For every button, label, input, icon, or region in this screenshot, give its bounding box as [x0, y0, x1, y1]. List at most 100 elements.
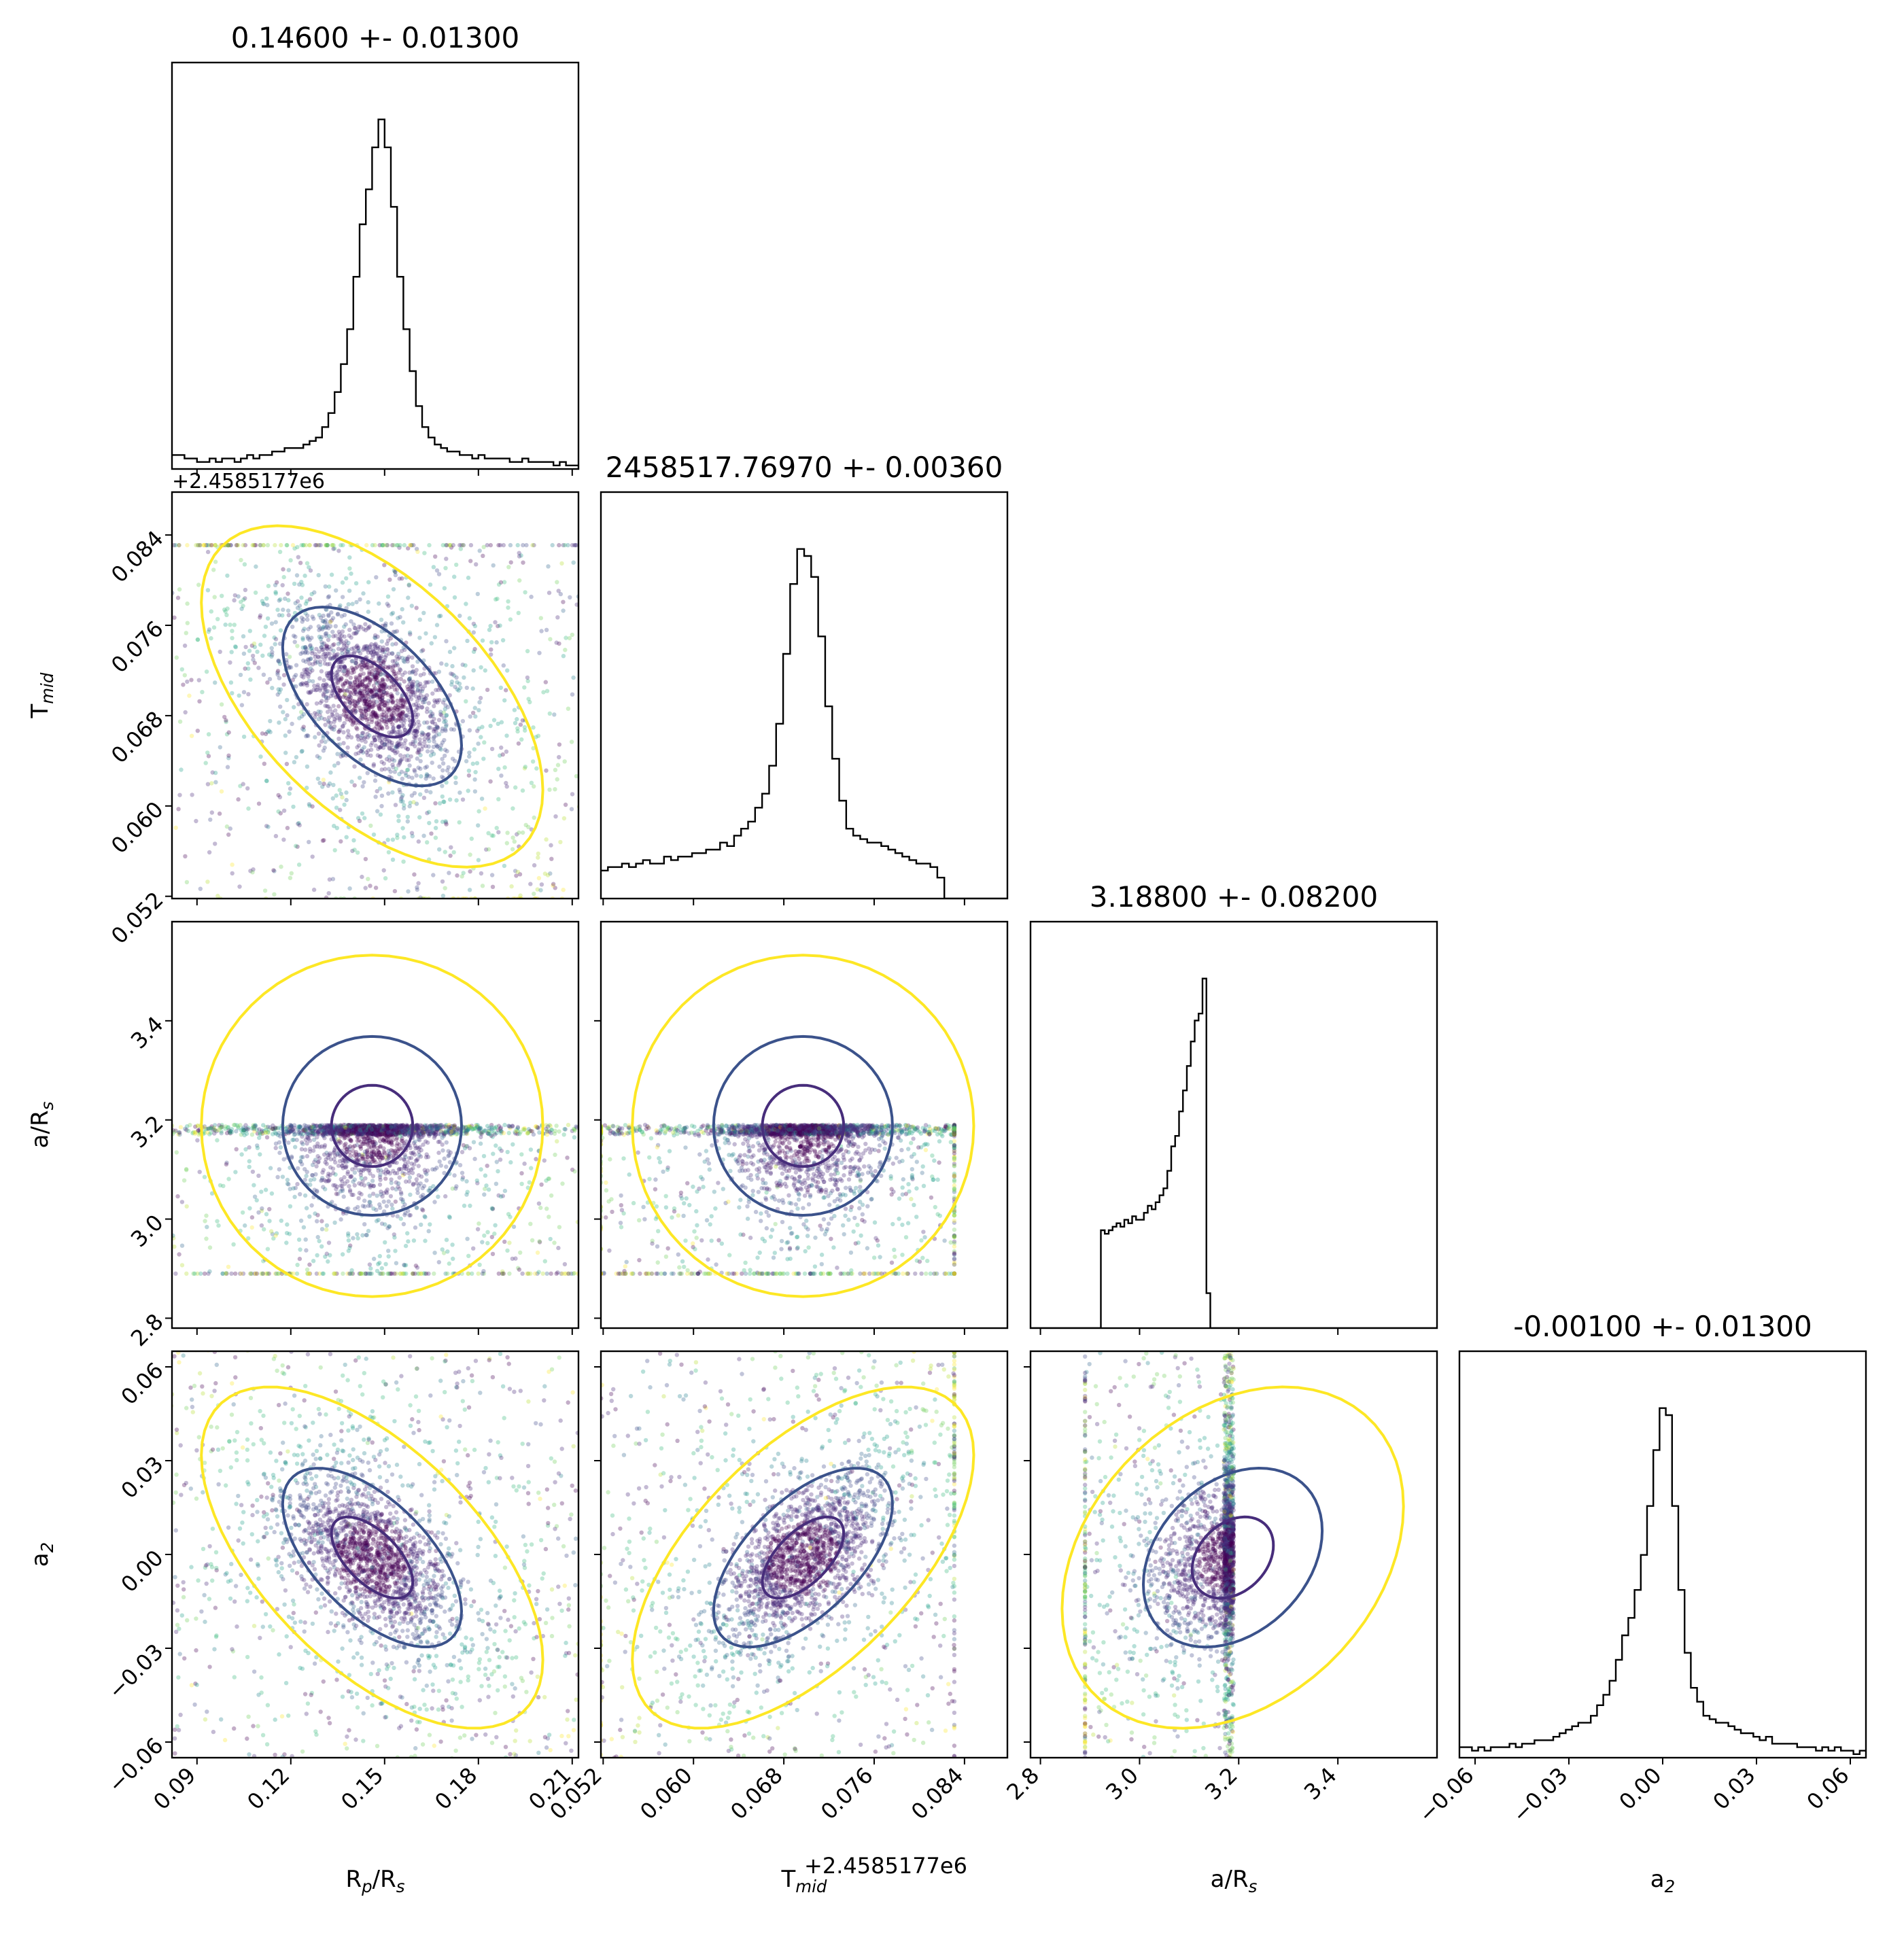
scatter-point — [390, 1124, 395, 1128]
scatter-point — [331, 648, 336, 653]
scatter-point — [413, 702, 419, 707]
scatter-point — [391, 1128, 396, 1133]
scatter-point — [298, 710, 304, 714]
scatter-point — [413, 769, 417, 774]
scatter-point — [341, 724, 345, 729]
scatter-point — [468, 1125, 474, 1130]
scatter-point — [548, 1236, 553, 1242]
scatter-point — [315, 682, 320, 687]
scatter-point — [378, 1125, 383, 1130]
scatter-point — [480, 884, 485, 888]
scatter-point — [196, 542, 201, 548]
scatter-point — [444, 713, 449, 718]
scatter-point — [375, 681, 379, 686]
scatter-point — [419, 705, 425, 710]
scatter-point — [440, 1247, 445, 1252]
scatter-point — [358, 625, 363, 629]
scatter-point — [404, 1127, 409, 1132]
scatter-point — [423, 1170, 428, 1175]
scatter-point — [373, 642, 377, 647]
scatter-point — [287, 1232, 292, 1236]
scatter-point — [304, 646, 309, 652]
scatter-point — [513, 1131, 518, 1136]
scatter-point — [410, 670, 415, 675]
scatter-point — [321, 735, 326, 740]
scatter-point — [394, 1261, 399, 1266]
scatter-point — [433, 700, 438, 705]
scatter-point — [268, 1166, 273, 1170]
scatter-point — [341, 1211, 346, 1216]
scatter-point — [366, 676, 370, 680]
scatter-point — [356, 648, 360, 653]
scatter-point — [288, 1125, 292, 1130]
scatter-point — [372, 1126, 377, 1131]
scatter-point — [320, 627, 325, 631]
scatter-point — [245, 1126, 251, 1130]
scatter-point — [362, 1124, 366, 1128]
scatter-point — [361, 1156, 366, 1161]
scatter-point — [316, 1129, 321, 1134]
scatter-point — [419, 1148, 423, 1153]
scatter-point — [285, 1222, 290, 1227]
scatter-point — [452, 1173, 457, 1178]
scatter-point — [356, 645, 361, 650]
scatter-point — [390, 694, 394, 699]
scatter-point — [219, 789, 224, 794]
scatter-point — [370, 1126, 375, 1131]
scatter-point — [476, 823, 481, 828]
scatter-point — [405, 819, 410, 824]
scatter-point — [424, 1152, 429, 1157]
scatter-point — [236, 542, 241, 548]
scatter-point — [358, 691, 362, 696]
scatter-point — [498, 623, 502, 628]
scatter-point — [351, 1149, 356, 1153]
scatter-point — [356, 1236, 360, 1241]
scatter-point — [365, 1130, 370, 1134]
scatter-point — [485, 1124, 490, 1128]
scatter-point — [400, 723, 404, 728]
scatter-point — [359, 1130, 364, 1135]
scatter-point — [355, 1124, 360, 1129]
scatter-point — [413, 744, 417, 749]
scatter-point — [421, 795, 427, 801]
scatter-point — [406, 714, 411, 720]
scatter-point — [430, 679, 435, 684]
scatter-point — [375, 788, 379, 794]
scatter-point — [401, 1126, 406, 1131]
scatter-point — [557, 641, 561, 646]
scatter-point — [337, 1132, 342, 1136]
scatter-point — [294, 684, 298, 689]
scatter-point — [506, 1130, 511, 1136]
scatter-point — [357, 698, 362, 703]
scatter-point — [357, 1152, 362, 1158]
scatter-point — [245, 661, 250, 666]
scatter-point — [306, 690, 311, 695]
contour-outer — [281, 606, 464, 788]
scatter-point — [544, 768, 549, 773]
scatter-point — [363, 1130, 368, 1135]
scatter-point — [404, 1271, 409, 1276]
scatter-point — [336, 669, 341, 674]
scatter-point — [421, 1125, 426, 1130]
scatter-point — [373, 1131, 377, 1136]
scatter-point — [473, 769, 478, 775]
scatter-point — [561, 599, 566, 604]
scatter-point — [396, 1181, 401, 1186]
scatter-point — [400, 1145, 405, 1151]
scatter-point — [369, 1149, 375, 1153]
scatter-point — [289, 871, 294, 876]
scatter-point — [394, 708, 400, 712]
scatter-point — [574, 773, 578, 779]
scatter-point — [406, 889, 411, 894]
scatter-point — [377, 1130, 381, 1134]
scatter-point — [428, 1222, 432, 1227]
scatter-point — [351, 667, 356, 672]
scatter-point — [412, 767, 417, 773]
scatter-point — [402, 754, 407, 759]
scatter-point — [205, 750, 210, 755]
contour-far — [200, 524, 544, 869]
scatter-point — [522, 1126, 527, 1131]
scatter-point — [417, 689, 423, 694]
scatter-point — [209, 810, 214, 815]
scatter-point — [300, 1134, 305, 1139]
